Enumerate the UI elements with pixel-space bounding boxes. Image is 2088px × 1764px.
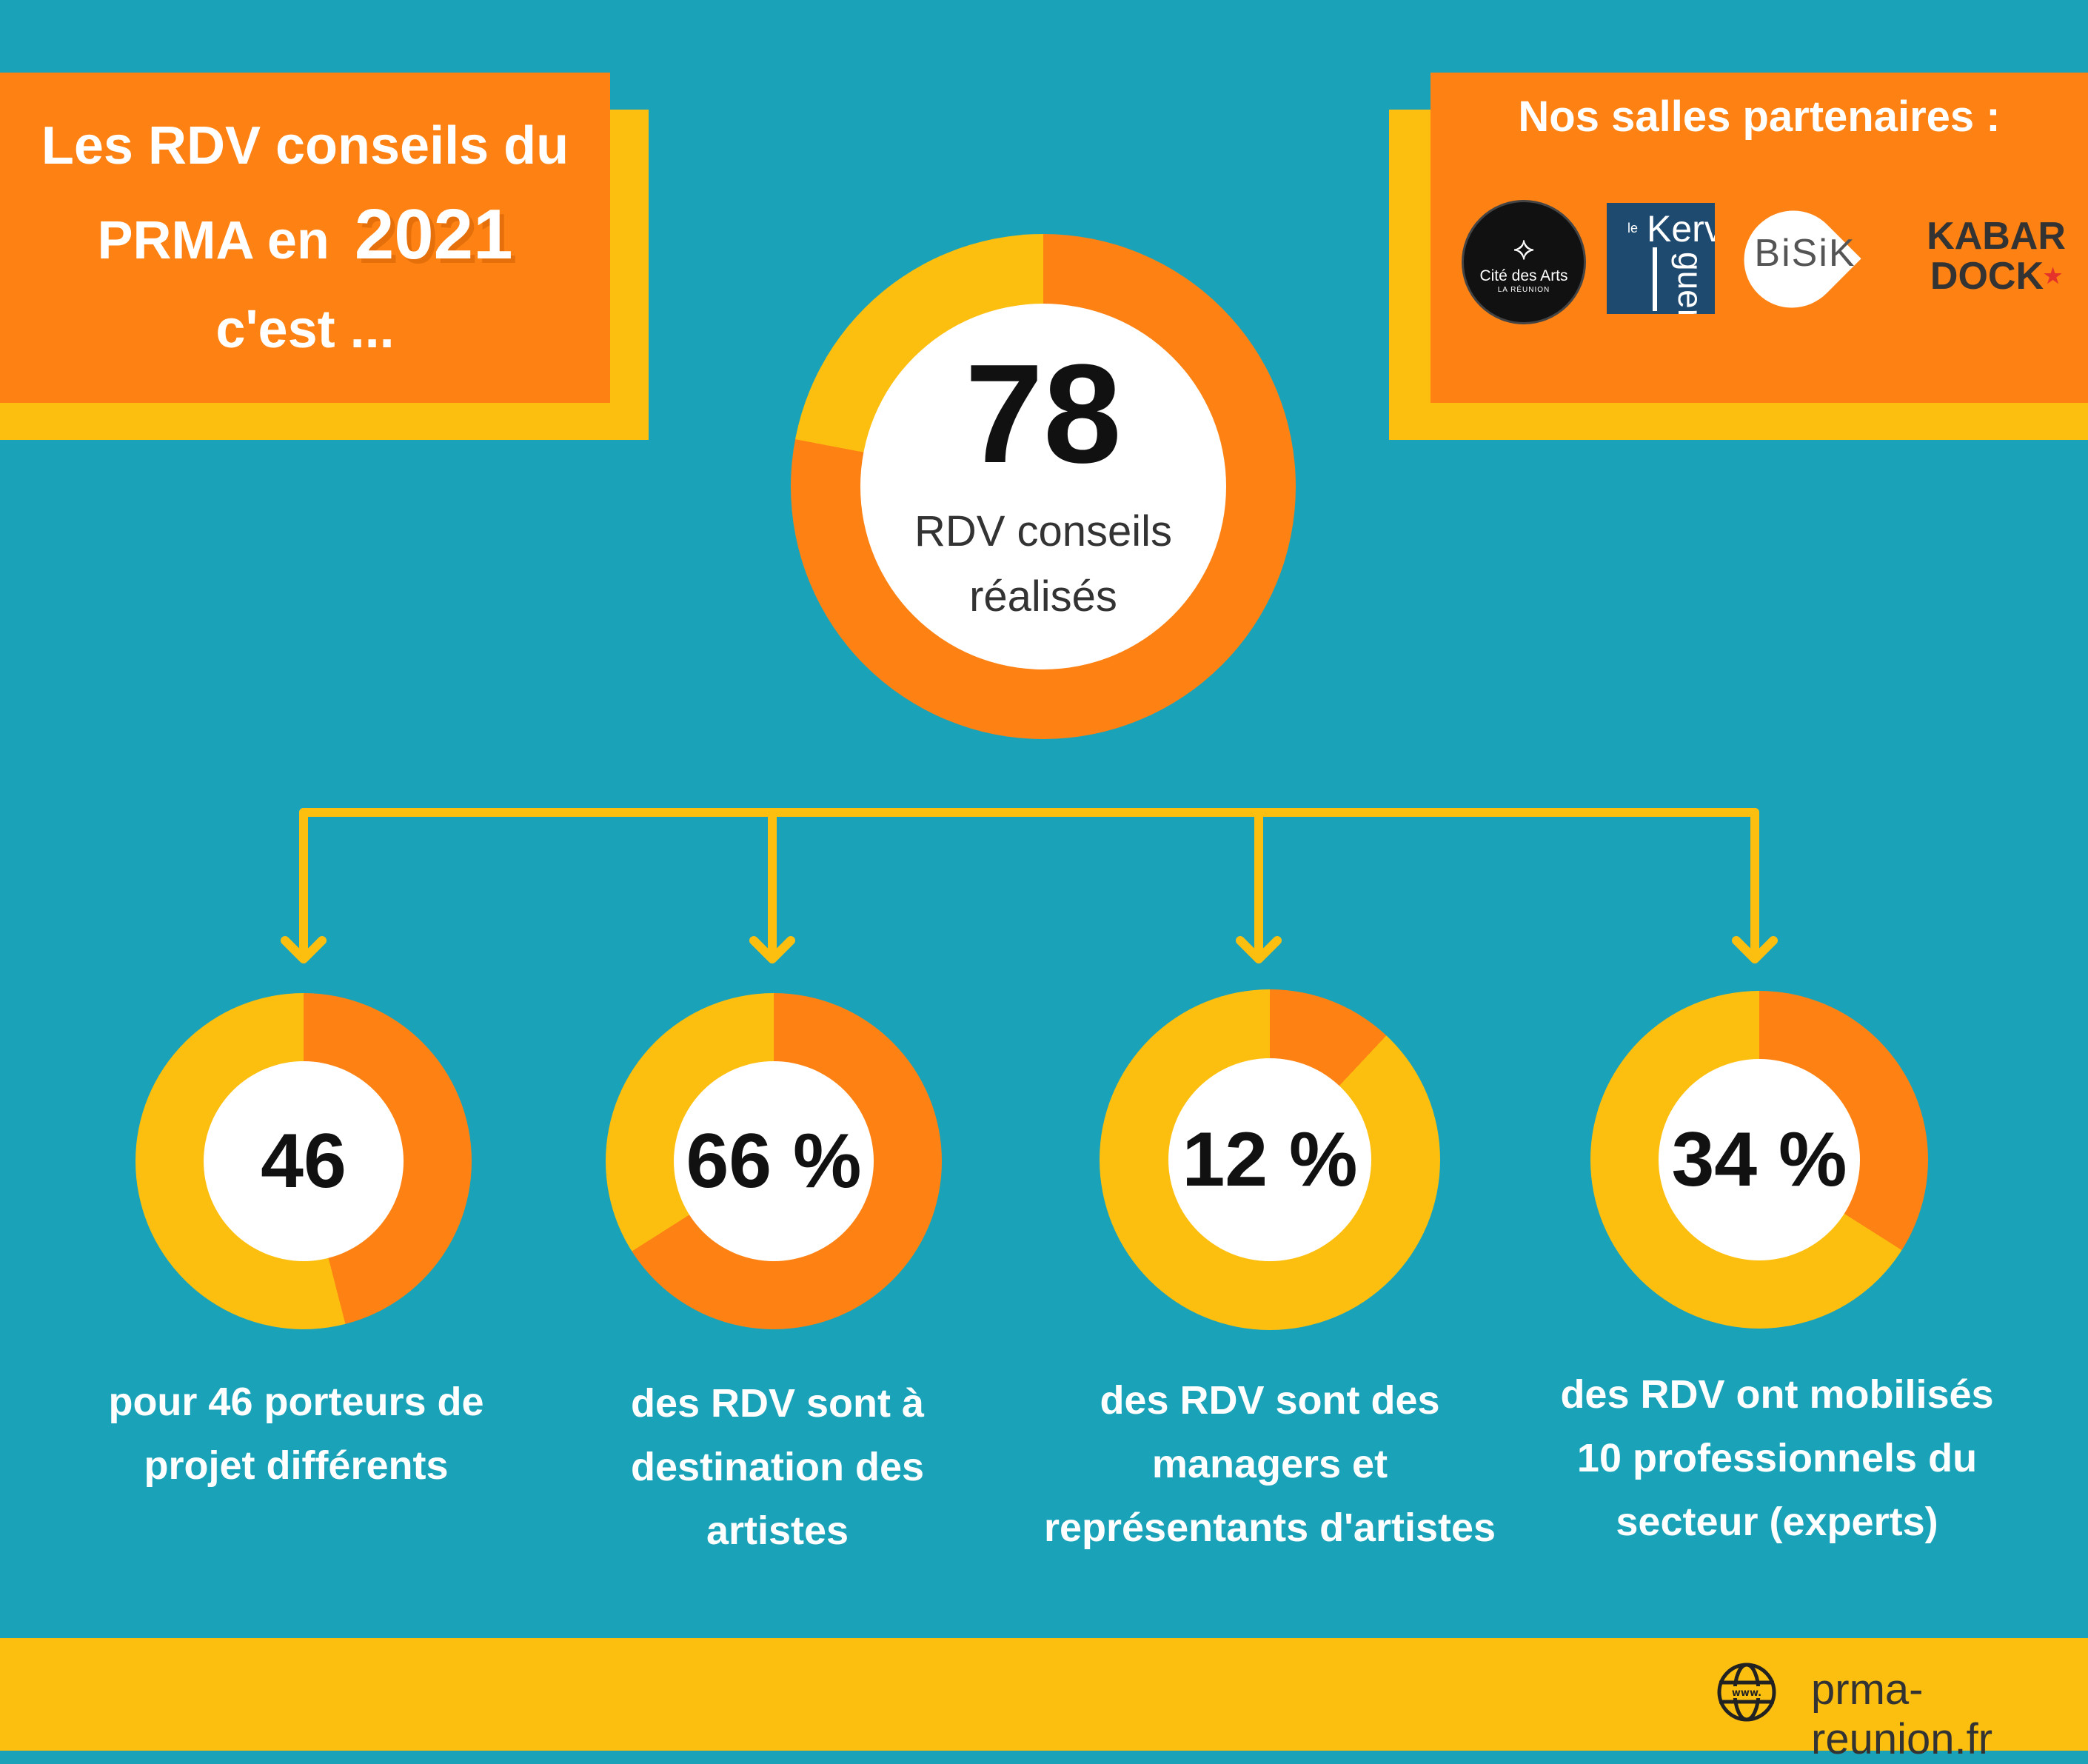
cite-des-arts-sub: LA RÉUNION: [1497, 285, 1550, 294]
donut-main-label-1: RDV conseils: [914, 507, 1173, 555]
kerveguen-bottom: guen: [1671, 252, 1710, 314]
svg-text:www.: www.: [1732, 1688, 1761, 1699]
title-line-2: PRMA en 2021: [98, 190, 513, 285]
caption-managers-line-1: des RDV sont des: [1100, 1378, 1440, 1423]
cite-des-arts-name: Cité des Arts: [1479, 267, 1568, 284]
bisik-logo: BiSiK: [1754, 232, 1856, 275]
caption-managers: des RDV sont des managers et représentan…: [1029, 1369, 1510, 1560]
donut-artistes: 66 %: [606, 993, 942, 1329]
donut-artistes-value: 66 %: [686, 1117, 862, 1204]
donut-managers-value: 12 %: [1182, 1116, 1358, 1203]
title-box: Les RDV conseils du PRMA en 2021 c'est ..…: [0, 73, 610, 403]
diamond-icon: ⟡: [1513, 230, 1535, 267]
kabardock-top: KABAR: [1927, 215, 2066, 258]
caption-artistes-line-1: des RDV sont à: [630, 1381, 925, 1426]
caption-porteurs-line-1: pour 46 porteurs de: [108, 1380, 484, 1424]
caption-experts-line-3: secteur (experts): [1616, 1500, 1938, 1544]
caption-artistes: des RDV sont à destination des artistes: [563, 1372, 992, 1563]
cite-des-arts-logo: ⟡ Cité des Arts LA RÉUNION: [1462, 200, 1586, 324]
kabardock-bottom: DOCK: [1930, 255, 2044, 298]
donut-main-value: 78: [965, 335, 1122, 492]
donut-porteurs-center: 46: [204, 1061, 404, 1261]
caption-artistes-line-2: destination des: [630, 1445, 925, 1489]
donut-managers-center: 12 %: [1168, 1058, 1371, 1261]
donut-porteurs: 46: [135, 993, 472, 1329]
caption-managers-line-3: représentants d'artistes: [1043, 1506, 1496, 1550]
donut-managers: 12 %: [1100, 989, 1440, 1330]
donut-experts-center: 34 %: [1659, 1059, 1860, 1260]
caption-experts-line-1: des RDV ont mobilisés: [1560, 1372, 1994, 1417]
arrow-head-2: [749, 936, 795, 963]
kerveguen-logo: le Kerv guen: [1607, 203, 1715, 314]
caption-managers-line-2: managers et: [1151, 1442, 1388, 1486]
title-line-3: c'est ...: [215, 300, 395, 359]
partners-title: Nos salles partenaires :: [1518, 93, 2001, 141]
kerveguen-prefix: le: [1627, 221, 1639, 235]
website-link[interactable]: prma-reunion.fr: [1811, 1666, 1993, 1763]
kabardock-logo: KABAR DOCK★: [1925, 216, 2067, 296]
arrow-head-4: [1732, 936, 1778, 963]
donut-main-label-2: réalisés: [969, 572, 1117, 621]
donut-main-center: 78 RDV conseils réalisés: [860, 304, 1226, 669]
kerveguen-top: Kerv: [1647, 208, 1715, 250]
donut-experts-value: 34 %: [1671, 1116, 1847, 1203]
title-line-1: Les RDV conseils du: [41, 116, 569, 176]
star-icon: ★: [2044, 264, 2063, 287]
donut-artistes-center: 66 %: [674, 1061, 874, 1261]
caption-artistes-line-3: artistes: [706, 1509, 849, 1553]
title-line-2-prefix: PRMA en: [97, 211, 329, 270]
arrow-head-1: [281, 936, 327, 963]
globe-icon: www.: [1717, 1663, 1776, 1722]
donut-porteurs-value: 46: [261, 1117, 347, 1204]
donut-main: 78 RDV conseils réalisés: [791, 234, 1296, 739]
tower-icon: [1653, 247, 1657, 311]
caption-experts-line-2: 10 professionnels du: [1576, 1436, 1978, 1480]
title-year: 2021: [354, 195, 513, 274]
caption-experts: des RDV ont mobilisés 10 professionnels …: [1540, 1363, 2014, 1554]
arrow-head-3: [1236, 936, 1282, 963]
caption-porteurs-line-2: projet différents: [144, 1443, 449, 1488]
caption-porteurs: pour 46 porteurs de projet différents: [81, 1370, 511, 1497]
donut-experts: 34 %: [1590, 991, 1928, 1329]
